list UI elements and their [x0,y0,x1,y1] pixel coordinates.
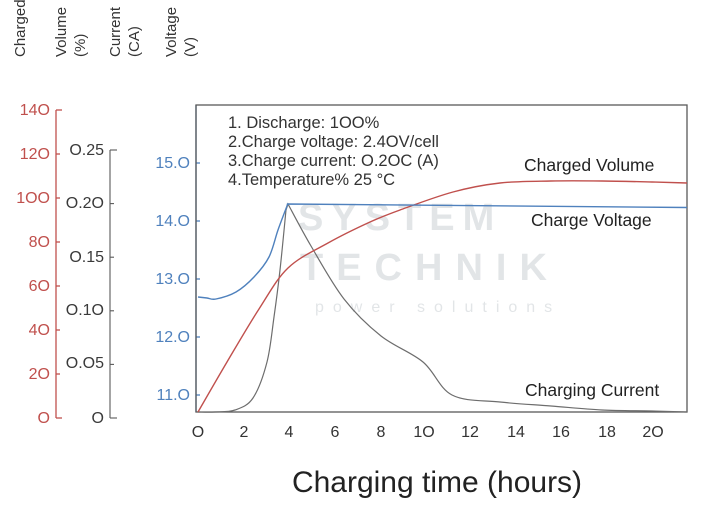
svg-text:(%): (%) [72,34,89,57]
svg-text:1. Discharge: 1OO%: 1. Discharge: 1OO% [228,114,380,132]
svg-text:O.25: O.25 [69,142,104,159]
svg-text:(CA): (CA) [126,26,143,57]
svg-text:1O: 1O [413,424,434,441]
svg-text:12O: 12O [20,146,50,163]
svg-text:2.Charge voltage: 2.4OV/cell: 2.Charge voltage: 2.4OV/cell [228,133,439,151]
svg-text:6O: 6O [29,278,50,295]
svg-text:16: 16 [552,424,570,441]
svg-text:6: 6 [331,424,340,441]
svg-text:3.Charge current: O.2OC (A): 3.Charge current: O.2OC (A) [228,152,439,170]
svg-text:8O: 8O [29,234,50,251]
svg-text:2O: 2O [642,424,663,441]
svg-text:(V): (V) [182,37,199,57]
svg-text:O.O5: O.O5 [66,355,104,372]
svg-text:O: O [92,410,104,427]
svg-text:12.O: 12.O [155,329,190,346]
svg-text:2O: 2O [29,366,50,383]
svg-text:Volume: Volume [53,7,70,57]
svg-text:14.O: 14.O [155,213,190,230]
svg-text:11.O: 11.O [157,387,191,404]
svg-text:Voltage: Voltage [163,7,180,57]
svg-text:TECHNIK: TECHNIK [300,247,560,289]
svg-text:O.1O: O.1O [66,302,104,319]
svg-text:4O: 4O [29,322,50,339]
svg-text:14: 14 [507,424,525,441]
svg-text:14O: 14O [20,102,50,119]
svg-text:Current: Current [107,6,124,57]
svg-text:O.15: O.15 [69,249,104,266]
svg-text:1OO: 1OO [16,190,50,207]
svg-text:Charged Volume: Charged Volume [524,155,654,175]
svg-text:2: 2 [240,424,249,441]
svg-text:O: O [192,424,204,441]
svg-text:Charging time (hours): Charging time (hours) [292,466,582,499]
svg-text:8: 8 [377,424,386,441]
svg-text:18: 18 [598,424,616,441]
svg-text:4.Temperature% 25 °C: 4.Temperature% 25 °C [228,171,395,189]
svg-text:O: O [38,410,50,427]
svg-text:15.O: 15.O [155,155,190,172]
svg-text:SYSTEM: SYSTEM [298,197,502,239]
svg-text:Charging Current: Charging Current [525,380,659,400]
svg-text:Charge Voltage: Charge Voltage [531,210,652,230]
svg-text:power solutions: power solutions [315,299,561,316]
svg-text:Charged: Charged [12,0,29,57]
svg-text:12: 12 [461,424,479,441]
svg-text:13.O: 13.O [155,271,190,288]
svg-text:O.2O: O.2O [66,195,104,212]
svg-text:4: 4 [285,424,294,441]
